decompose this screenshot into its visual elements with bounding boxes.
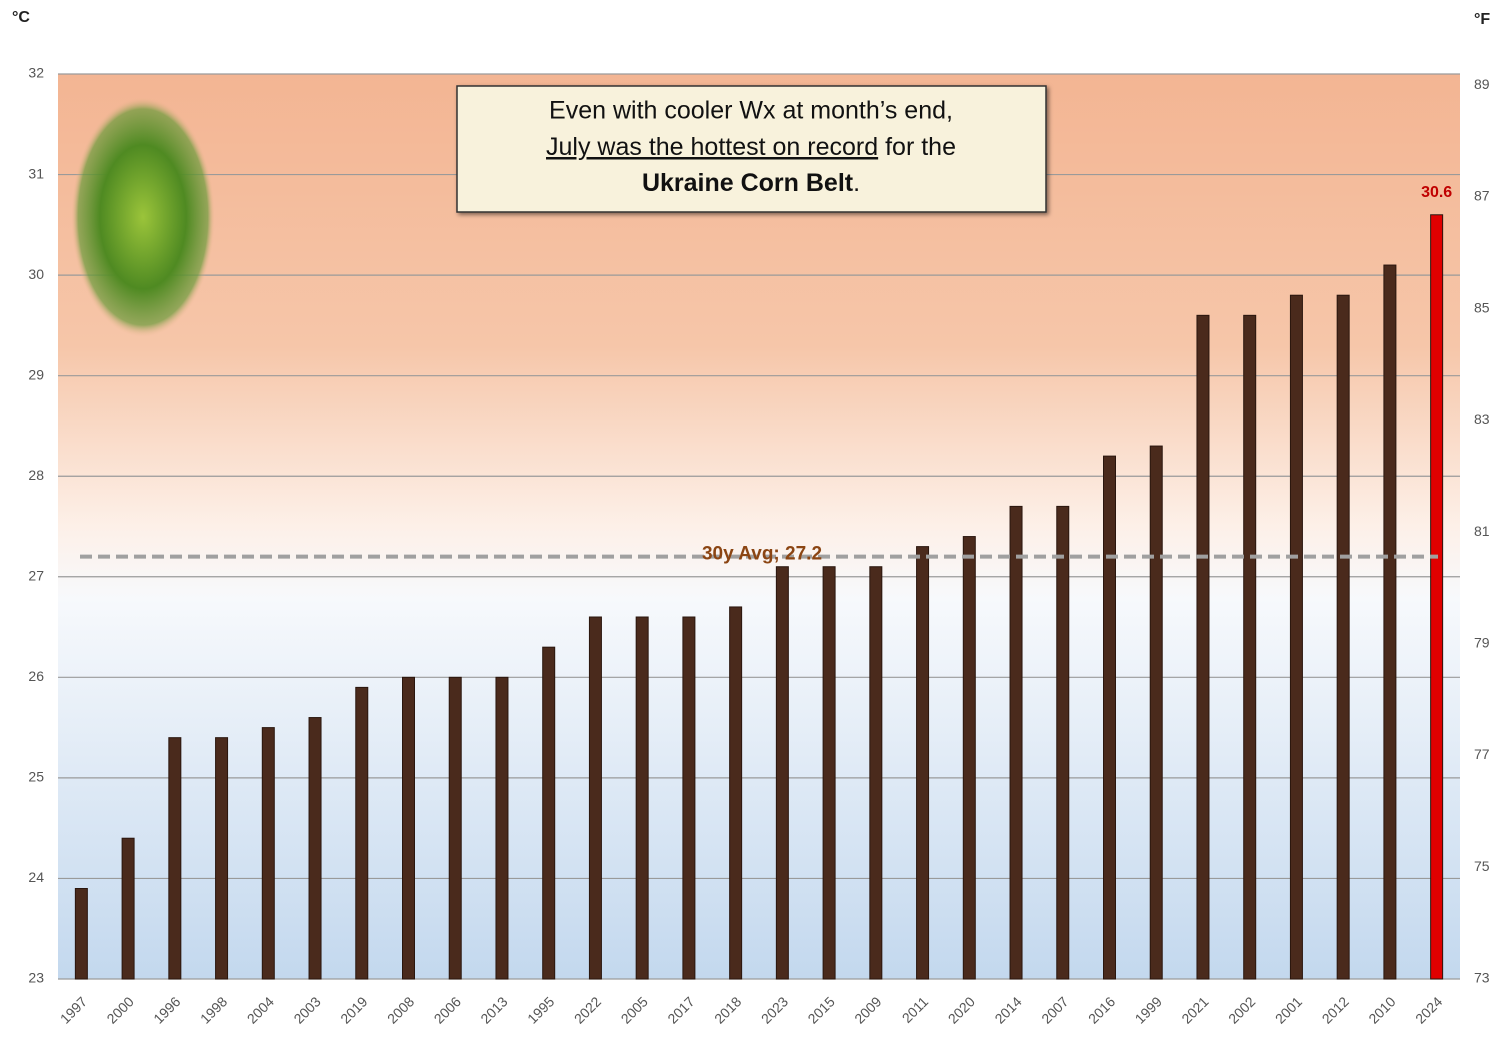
x-tick-label: 2022 xyxy=(571,993,604,1026)
bar xyxy=(588,616,602,980)
x-tick-label: 2001 xyxy=(1272,993,1305,1026)
y2-tick-label: 75 xyxy=(1474,858,1490,874)
x-tick-label: 1997 xyxy=(57,993,90,1026)
bar xyxy=(402,676,415,980)
y2-tick-label: 73 xyxy=(1474,970,1490,986)
x-tick-label: 1996 xyxy=(150,993,183,1026)
bar xyxy=(1149,445,1163,980)
y-tick-label: 28 xyxy=(28,467,44,483)
plot-background xyxy=(58,74,1460,979)
bars xyxy=(74,214,1444,980)
y-tick-label: 26 xyxy=(28,668,44,684)
annotation-text: for the xyxy=(885,133,956,161)
bar xyxy=(1430,214,1444,980)
x-tick-label: 2018 xyxy=(711,993,744,1026)
x-tick-label: 1999 xyxy=(1132,993,1165,1026)
x-tick-label: 2008 xyxy=(384,993,417,1026)
y-tick-label: 29 xyxy=(28,366,44,382)
bar xyxy=(1009,505,1023,980)
bar xyxy=(1243,314,1257,980)
bar xyxy=(729,606,743,980)
bar xyxy=(682,616,696,980)
bar xyxy=(308,717,322,980)
y2-tick-label: 87 xyxy=(1474,188,1490,204)
bar xyxy=(1289,294,1303,980)
x-tick-label: 2007 xyxy=(1038,993,1071,1026)
annotation-bold: Ukraine Corn Belt xyxy=(642,169,854,197)
bar xyxy=(74,888,88,980)
bar xyxy=(1056,505,1070,980)
corn-image xyxy=(71,97,215,337)
bar xyxy=(1103,455,1116,980)
bar xyxy=(916,546,930,980)
x-tick-label: 2014 xyxy=(991,993,1024,1026)
x-tick-label: 2024 xyxy=(1412,993,1445,1026)
bar xyxy=(121,837,135,980)
x-tick-label: 1995 xyxy=(524,993,557,1026)
bar xyxy=(168,737,182,980)
x-tick-label: 2010 xyxy=(1365,993,1398,1026)
annotation-line: July was the hottest on record for the xyxy=(546,133,956,161)
x-tick-label: 2015 xyxy=(804,993,837,1026)
bar xyxy=(355,686,369,980)
bar xyxy=(962,536,976,980)
x-tick-label: 2023 xyxy=(758,993,791,1026)
x-tick-label: 2005 xyxy=(618,993,651,1026)
x-tick-label: 2002 xyxy=(1225,993,1258,1026)
y2-tick-label: 79 xyxy=(1474,635,1490,651)
y-axis-label: °C xyxy=(12,9,30,26)
y2-tick-label: 83 xyxy=(1474,411,1490,427)
x-tick-label: 2017 xyxy=(664,993,697,1026)
bar xyxy=(775,566,789,980)
grid xyxy=(58,73,1460,980)
y2-tick-label: 89 xyxy=(1474,76,1490,92)
average-label: 30y Avg; 27.2 xyxy=(702,544,822,565)
y-tick-label: 27 xyxy=(28,567,44,583)
data-label: 30.6 xyxy=(1421,184,1452,201)
bar xyxy=(869,566,883,980)
x-tick-label: 2019 xyxy=(337,993,370,1026)
x-tick-label: 2003 xyxy=(290,993,323,1026)
bar xyxy=(215,737,229,980)
annotation-underlined: July was the hottest on record xyxy=(546,133,878,161)
y-tick-label: 24 xyxy=(28,869,44,885)
annotation-line: Ukraine Corn Belt. xyxy=(642,169,860,197)
x-tick-label: 1998 xyxy=(197,993,230,1026)
y-tick-label: 23 xyxy=(28,970,44,986)
x-tick-label: 2000 xyxy=(103,993,136,1026)
annotation-line: Even with cooler Wx at month’s end, xyxy=(549,97,953,125)
y-tick-label: 25 xyxy=(28,769,44,785)
bar xyxy=(635,616,649,980)
annotation-box xyxy=(456,85,1047,213)
y2-tick-label: 85 xyxy=(1474,299,1490,315)
y-tick-label: 30 xyxy=(28,266,44,282)
y2-tick-label: 77 xyxy=(1474,746,1490,762)
bar xyxy=(1336,294,1350,980)
bar xyxy=(822,566,836,980)
x-tick-label: 2013 xyxy=(477,993,510,1026)
y2-axis-label: °F xyxy=(1474,11,1490,28)
x-tick-label: 2009 xyxy=(851,993,884,1026)
bar xyxy=(542,646,556,980)
bar xyxy=(1383,264,1397,980)
bar xyxy=(495,676,509,980)
y2-tick-label: 81 xyxy=(1474,523,1490,539)
y-tick-label: 32 xyxy=(28,65,44,81)
bar xyxy=(1196,314,1210,980)
x-tick-label: 2006 xyxy=(431,993,464,1026)
annotation-text: . xyxy=(853,169,860,197)
x-tick-label: 2011 xyxy=(899,993,932,1026)
x-tick-label: 2021 xyxy=(1178,993,1211,1026)
x-tick-label: 2020 xyxy=(945,993,978,1026)
bar xyxy=(261,727,275,980)
bar xyxy=(448,676,462,980)
y-tick-label: 31 xyxy=(28,165,44,181)
x-tick-label: 2012 xyxy=(1319,993,1352,1026)
x-tick-label: 2004 xyxy=(244,993,277,1026)
x-tick-label: 2016 xyxy=(1085,993,1118,1026)
